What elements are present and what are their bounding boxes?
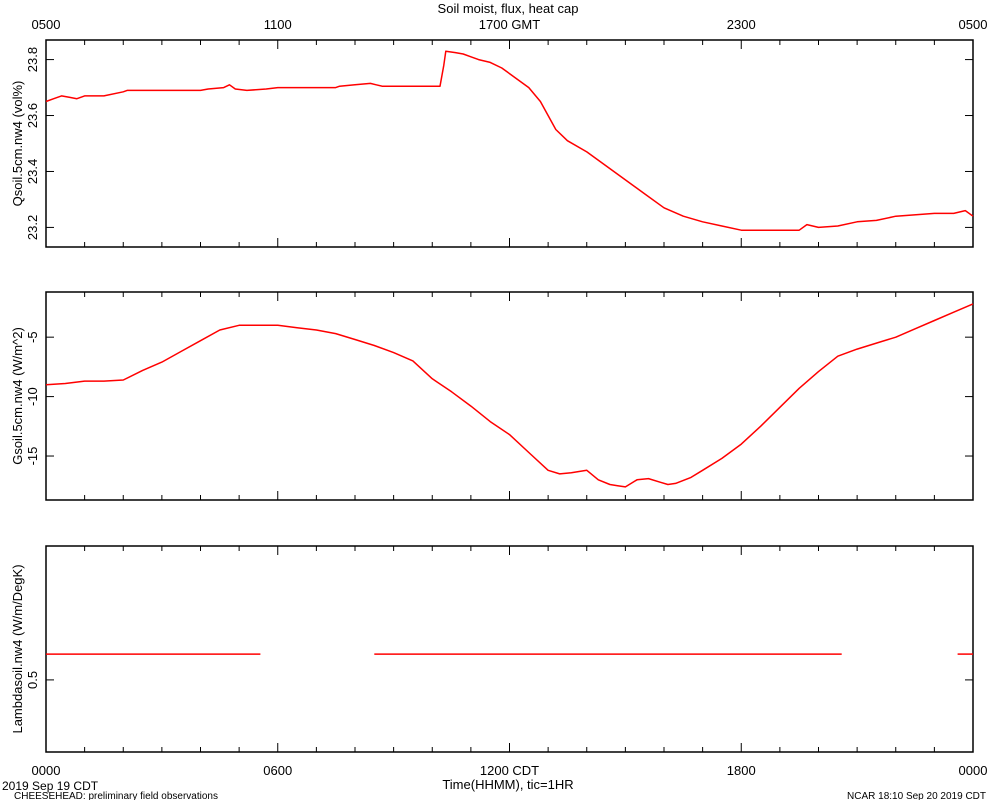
bottom-tick-label: 0000 [959,763,988,778]
bottom-tick-label: 1200 CDT [480,763,539,778]
series-line [45,50,974,231]
y-axis-label: Lambdasoil.nw4 (W/m/DegK) [10,564,25,733]
y-axis-label: Gsoil.5cm.nw4 (W/m^2) [10,327,25,465]
y-tick-label: 23.6 [25,103,40,128]
top-tick-label: 0500 [32,17,61,32]
series-line [45,303,974,488]
top-tick-label: 2300 [727,17,756,32]
bottom-time-axis: 0000 0600 1200 CDT 1800 0000 [32,763,988,778]
footer-credit: NCAR 18:10 Sep 20 2019 CDT [847,791,986,800]
x-axis-label: Time(HHMM), tic=1HR [442,777,573,792]
footer-project-note: CHEESEHEAD: preliminary field observatio… [14,791,218,800]
y-tick-label: 23.8 [25,47,40,72]
top-tick-label: 1100 [264,17,292,32]
y-tick-label: -10 [25,387,40,406]
bottom-tick-label: 1800 [727,763,756,778]
chart-title: Soil moist, flux, heat cap [438,1,579,16]
plot-frame [45,545,974,753]
plot-frame [45,291,974,501]
top-tick-label: 0500 [959,17,988,32]
bottom-tick-label: 0600 [263,763,292,778]
y-tick-label: 23.2 [25,215,40,240]
y-tick-label: 23.4 [25,159,40,184]
y-axis-label: Qsoil.5cm.nw4 (vol%) [10,81,25,207]
footer-date-left: 2019 Sep 19 CDT [2,779,99,793]
plot-frame [45,39,974,248]
top-time-axis: 0500 1100 1700 GMT 2300 0500 [32,17,988,32]
y-tick-label: 0.5 [25,671,40,689]
y-tick-label: -15 [25,447,40,466]
y-tick-label: -5 [25,331,40,343]
bottom-tick-label: 0000 [32,763,61,778]
top-tick-label: 1700 GMT [479,17,540,32]
